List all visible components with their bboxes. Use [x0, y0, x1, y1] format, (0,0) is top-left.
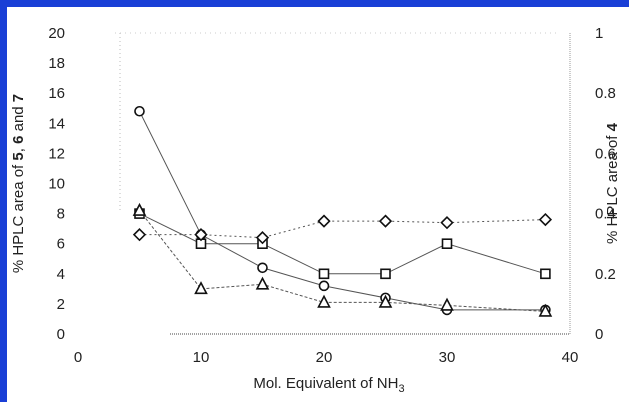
- y-left-axis-title: % HPLC area of 5, 6 and 7: [10, 94, 27, 273]
- y-right-tick-label: 0.4: [595, 206, 616, 223]
- data-point-triangle: [194, 281, 208, 295]
- frame-left-accent: [0, 0, 7, 402]
- data-point-triangle: [378, 294, 393, 308]
- y-left-tick-label: 4: [57, 266, 65, 283]
- frame-top-accent: [0, 0, 629, 7]
- data-point-square: [540, 268, 551, 280]
- data-point-triangle: [440, 297, 454, 311]
- data-point-triangle: [132, 202, 147, 216]
- y-left-tick-label: 14: [48, 115, 65, 132]
- x-tick-label: 30: [439, 349, 456, 366]
- data-point-diamond: [440, 215, 454, 230]
- y-left-tick-label: 10: [48, 176, 65, 193]
- y-right-tick-label: 0.2: [595, 266, 616, 283]
- data-point-diamond: [132, 228, 147, 242]
- data-point-triangle: [317, 294, 331, 308]
- data-point-square: [318, 268, 330, 280]
- y-right-tick-label: 0.6: [595, 145, 616, 162]
- x-tick-label: 0: [74, 349, 82, 366]
- data-point-triangle: [538, 303, 553, 317]
- y-left-tick-label: 16: [48, 85, 65, 102]
- data-point-diamond: [194, 228, 208, 242]
- series-line-circle: [139, 111, 546, 311]
- y-right-tick-label: 1: [595, 25, 603, 42]
- data-point-circle: [134, 105, 145, 117]
- x-axis-title: Mol. Equivalent of NH3: [253, 375, 404, 395]
- data-point-square: [441, 238, 453, 249]
- y-left-tick-label: 18: [48, 55, 65, 72]
- data-point-triangle: [255, 276, 270, 290]
- y-left-tick-label: 0: [57, 326, 65, 343]
- y-right-axis-title: % HPLC area of 4: [604, 122, 621, 244]
- x-tick-label: 10: [193, 349, 210, 366]
- x-tick-label: 40: [562, 349, 579, 366]
- data-point-circle: [318, 280, 330, 292]
- y-left-tick-label: 2: [57, 296, 65, 313]
- y-left-tick-label: 12: [48, 145, 65, 162]
- data-point-diamond: [255, 231, 270, 245]
- data-point-square: [380, 268, 391, 280]
- y-left-tick-label: 20: [48, 25, 65, 42]
- y-right-tick-label: 0.8: [595, 85, 616, 102]
- data-point-diamond: [538, 212, 553, 227]
- data-point-circle: [257, 262, 268, 274]
- x-tick-label: 20: [316, 349, 333, 366]
- y-left-tick-label: 8: [57, 206, 65, 223]
- series-line-triangle: [139, 210, 546, 312]
- data-point-diamond: [317, 214, 331, 228]
- y-right-tick-label: 0: [595, 326, 603, 343]
- y-left-tick-label: 6: [57, 236, 65, 253]
- data-point-diamond: [378, 214, 393, 228]
